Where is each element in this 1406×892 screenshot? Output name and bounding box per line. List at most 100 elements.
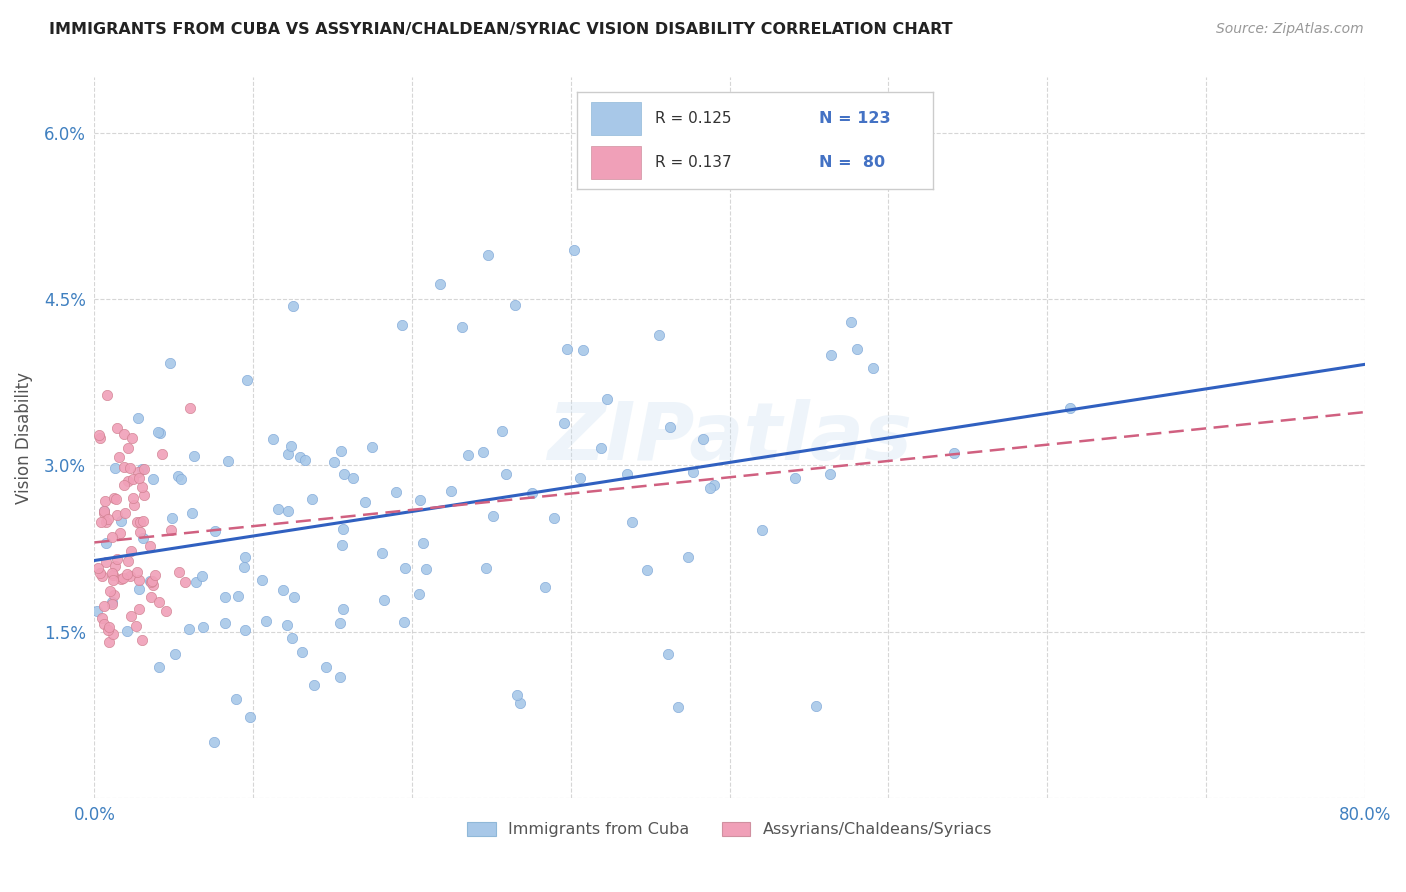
Point [141,574,163,589]
Point [112,478,135,492]
Point [692,432,714,446]
Point [233,623,256,637]
Point [1059,401,1081,416]
Point [283,590,305,604]
Point [332,601,354,615]
Point [132,514,155,528]
Point [373,593,395,607]
Point [86,604,108,618]
Point [160,523,183,537]
Point [943,445,966,459]
Point [620,515,643,529]
Point [100,566,122,581]
Point [839,315,862,329]
Point [751,523,773,537]
Point [103,626,125,640]
Point [131,461,153,475]
Point [239,710,262,724]
Point [315,660,337,674]
Point [520,486,543,500]
Point [495,467,517,481]
Point [131,480,153,494]
Point [553,416,575,430]
Point [294,453,316,467]
Point [104,491,127,506]
Point [141,591,163,605]
Point [217,454,239,468]
Point [129,515,152,529]
Point [330,538,353,552]
Point [569,471,592,485]
Point [118,568,141,582]
Point [408,587,430,601]
Point [183,449,205,463]
Point [333,467,356,481]
Point [97,635,120,649]
Legend: Immigrants from Cuba, Assyrians/Chaldeans/Syriacs: Immigrants from Cuba, Assyrians/Chaldean… [460,815,998,844]
Point [820,348,842,362]
Point [290,450,312,465]
Point [139,574,162,589]
Point [648,328,671,343]
Point [127,466,149,480]
Point [103,588,125,602]
Point [301,491,323,506]
Point [94,555,117,569]
Point [214,590,236,604]
Point [94,494,117,508]
Point [323,454,346,468]
Point [699,481,721,495]
Point [96,388,118,402]
Point [128,582,150,596]
Point [159,355,181,369]
Point [353,495,375,509]
Point [110,515,132,529]
Point [491,425,513,439]
Point [108,526,131,541]
Point [160,511,183,525]
Point [226,589,249,603]
Point [506,688,529,702]
Point [117,624,139,638]
Point [503,298,526,312]
Point [131,632,153,647]
Point [703,478,725,492]
Point [250,573,273,587]
Point [93,504,115,518]
Point [104,460,127,475]
Text: ZIPatlas: ZIPatlas [547,399,912,476]
Point [235,372,257,386]
Point [682,465,704,479]
Point [204,524,226,538]
Point [534,580,557,594]
Point [271,582,294,597]
Point [412,536,434,550]
Point [167,565,190,579]
Point [235,549,257,564]
Point [91,569,114,583]
Point [191,568,214,582]
Point [139,539,162,553]
Text: Source: ZipAtlas.com: Source: ZipAtlas.com [1216,22,1364,37]
Point [120,460,142,475]
Point [142,578,165,592]
Point [112,426,135,441]
Point [330,444,353,458]
Point [134,462,156,476]
Point [96,512,118,526]
Point [117,442,139,456]
Point [100,530,122,544]
Point [804,699,827,714]
Point [149,425,172,440]
Point [595,392,617,407]
Point [87,428,110,442]
Point [139,574,162,589]
Point [110,572,132,586]
Point [150,447,173,461]
Point [125,515,148,529]
Point [818,467,841,481]
Point [266,502,288,516]
Point [394,560,416,574]
Point [121,430,143,444]
Point [281,631,304,645]
